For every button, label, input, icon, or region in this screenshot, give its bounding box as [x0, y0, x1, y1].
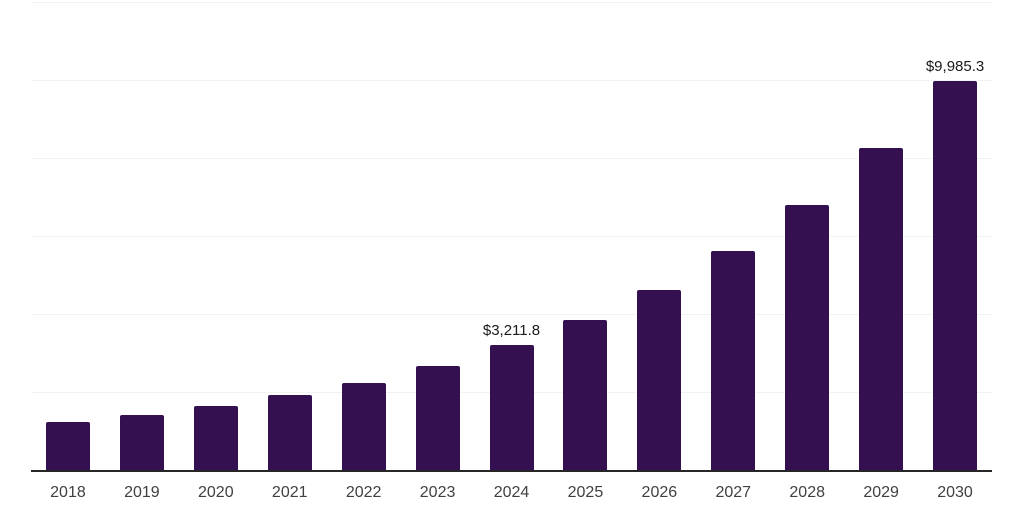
gridline-6000	[31, 236, 992, 237]
x-tick-2022: 2022	[345, 484, 382, 501]
gridline-12000	[31, 2, 992, 3]
x-axis: 2018 2019 2020 2021 2022 2023 2024 2025 2026 2027…	[31, 484, 992, 508]
value-label-2030: $9,985.3	[925, 58, 985, 75]
bar-2020	[194, 406, 238, 470]
bar-2029	[859, 148, 903, 470]
bar-2018	[46, 422, 90, 470]
plot-area: $3,211.8 $9,985.3	[31, 2, 992, 472]
gridline-4000	[31, 314, 992, 315]
x-tick-2028: 2028	[789, 484, 825, 501]
value-label-2024: $3,211.8	[482, 322, 541, 339]
bar-2027	[711, 251, 755, 470]
x-tick-2027: 2027	[715, 484, 752, 501]
bar-2030	[933, 81, 977, 470]
bar-2023	[416, 366, 460, 470]
x-tick-2019: 2019	[124, 484, 160, 501]
x-tick-2023: 2023	[419, 484, 456, 501]
x-tick-2024: 2024	[493, 484, 530, 501]
bar-2022	[342, 383, 386, 470]
x-tick-2018: 2018	[50, 484, 86, 501]
x-tick-2021: 2021	[271, 484, 308, 501]
bar-2026	[637, 290, 681, 470]
x-tick-2030: 2030	[937, 484, 973, 501]
bar-2019	[120, 415, 164, 470]
bar-2024	[490, 345, 534, 470]
x-tick-2025: 2025	[567, 484, 604, 501]
x-tick-2029: 2029	[863, 484, 899, 501]
bar-2028	[785, 205, 829, 470]
x-tick-2020: 2020	[198, 484, 234, 501]
gridline-10000	[31, 80, 992, 81]
x-tick-2026: 2026	[641, 484, 678, 501]
bar-2021	[268, 395, 312, 470]
gridline-8000	[31, 158, 992, 159]
bar-2025	[563, 320, 607, 470]
